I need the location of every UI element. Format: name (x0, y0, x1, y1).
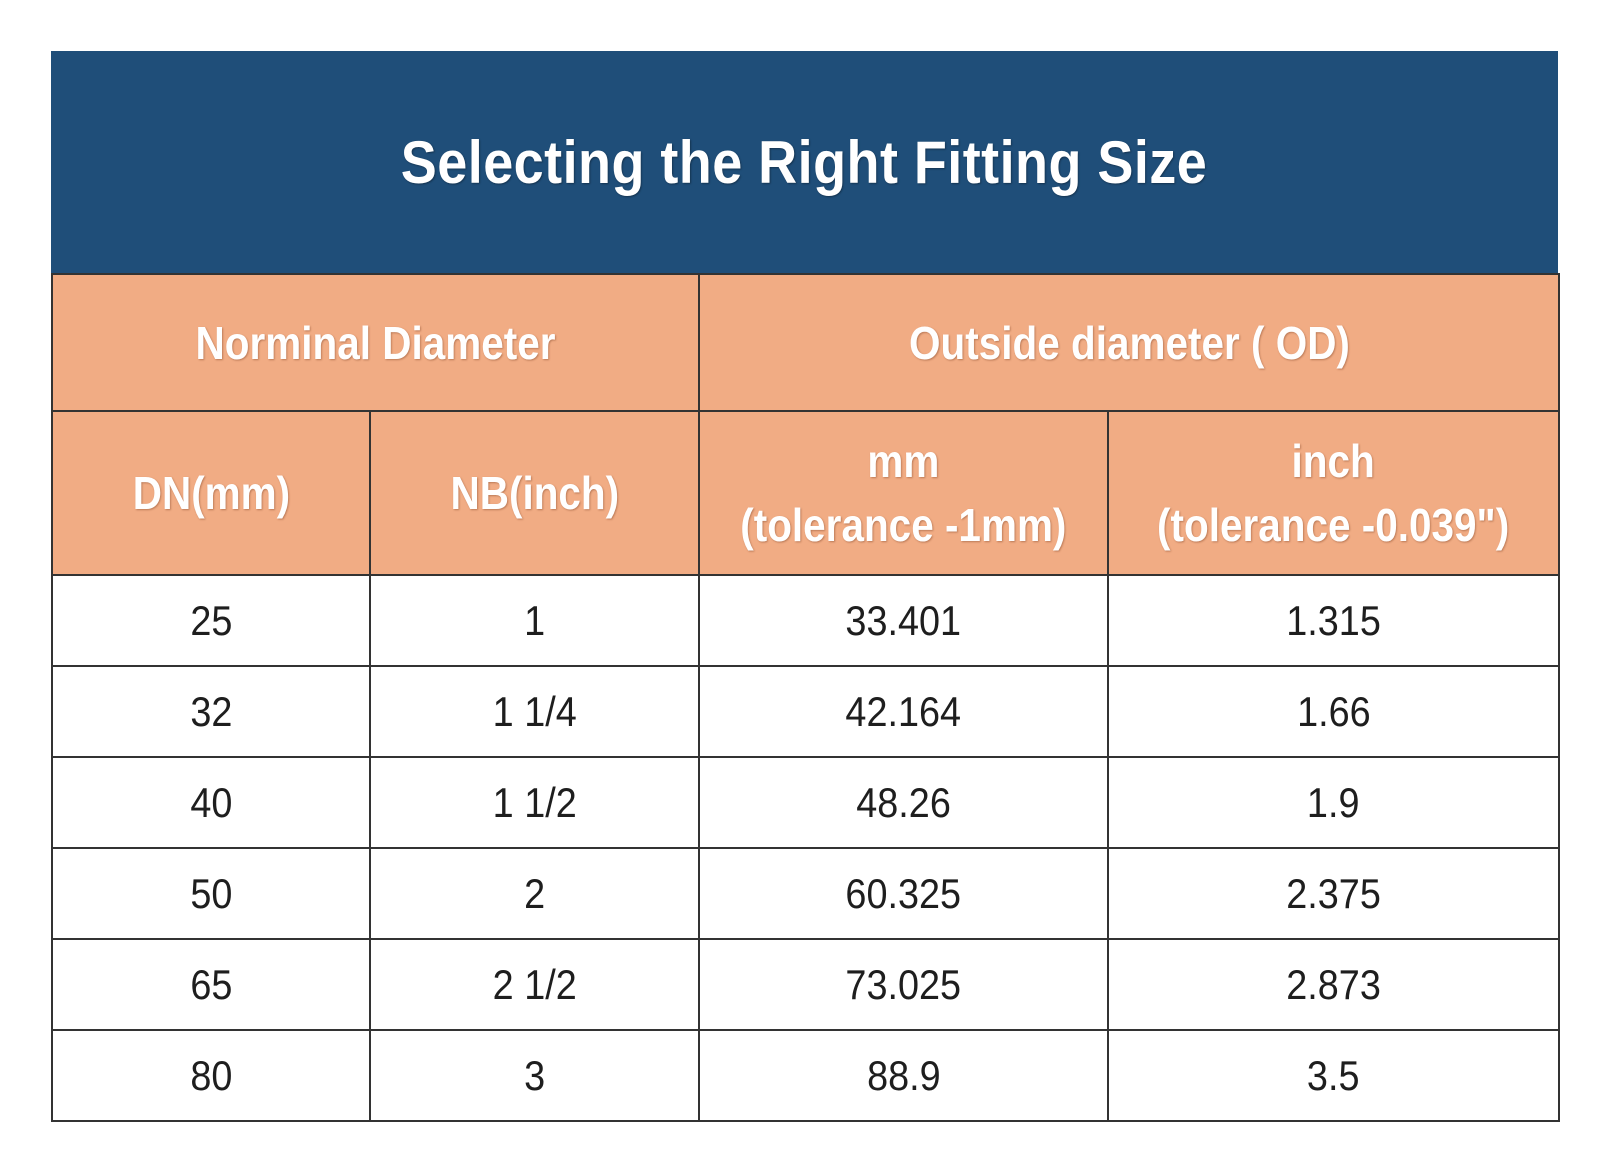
cell-dn: 80 (51, 1029, 371, 1122)
table-row: 50 2 60.325 2.375 (51, 847, 1561, 940)
cell-nb: 1 (368, 574, 701, 667)
cell-od-mm: 88.9 (698, 1029, 1110, 1122)
fitting-size-sheet: Selecting the Right Fitting Size Normina… (50, 51, 1561, 1122)
table-row: 65 2 1/2 73.025 2.873 (51, 938, 1561, 1031)
table-row: 40 1 1/2 48.26 1.9 (51, 756, 1561, 849)
cell-od-mm: 60.325 (698, 847, 1110, 940)
cell-dn: 40 (51, 756, 371, 849)
cell-od-inch: 1.66 (1107, 665, 1561, 758)
column-header-od-mm: mm (tolerance -1mm) (698, 410, 1110, 576)
cell-od-mm: 73.025 (698, 938, 1110, 1031)
column-header-dn-mm: DN(mm) (51, 410, 371, 576)
cell-nb: 3 (368, 1029, 701, 1122)
column-header-nb-inch: NB(inch) (368, 410, 701, 576)
header-outside-diameter: Outside diameter ( OD) (698, 273, 1561, 412)
cell-nb: 1 1/2 (368, 756, 701, 849)
table-row: 32 1 1/4 42.164 1.66 (51, 665, 1561, 758)
header-nominal-diameter: Norminal Diameter (50, 273, 701, 412)
cell-dn: 25 (51, 574, 371, 667)
cell-od-mm: 33.401 (698, 574, 1110, 667)
cell-od-inch: 1.9 (1107, 756, 1561, 849)
table-body: 25 1 33.401 1.315 32 1 1/4 42.164 1.66 4… (51, 574, 1561, 1122)
table-row: 25 1 33.401 1.315 (51, 574, 1561, 667)
cell-od-inch: 1.315 (1107, 574, 1561, 667)
cell-dn: 32 (51, 665, 371, 758)
cell-dn: 50 (51, 847, 371, 940)
page-title: Selecting the Right Fitting Size (401, 128, 1208, 196)
cell-nb: 1 1/4 (368, 665, 701, 758)
header-group-row: Norminal Diameter Outside diameter ( OD) (50, 273, 1561, 412)
header-unit-row: DN(mm) NB(inch) mm (tolerance -1mm) inch… (51, 410, 1561, 576)
table-row: 80 3 88.9 3.5 (51, 1029, 1561, 1122)
cell-od-inch: 3.5 (1107, 1029, 1561, 1122)
cell-nb: 2 1/2 (368, 938, 701, 1031)
cell-od-mm: 42.164 (698, 665, 1110, 758)
title-banner: Selecting the Right Fitting Size (51, 51, 1558, 273)
fitting-size-table: Norminal Diameter Outside diameter ( OD)… (50, 273, 1561, 1122)
cell-od-mm: 48.26 (698, 756, 1110, 849)
cell-nb: 2 (368, 847, 701, 940)
cell-od-inch: 2.375 (1107, 847, 1561, 940)
column-header-od-inch: inch (tolerance -0.039") (1107, 410, 1561, 576)
cell-dn: 65 (51, 938, 371, 1031)
cell-od-inch: 2.873 (1107, 938, 1561, 1031)
